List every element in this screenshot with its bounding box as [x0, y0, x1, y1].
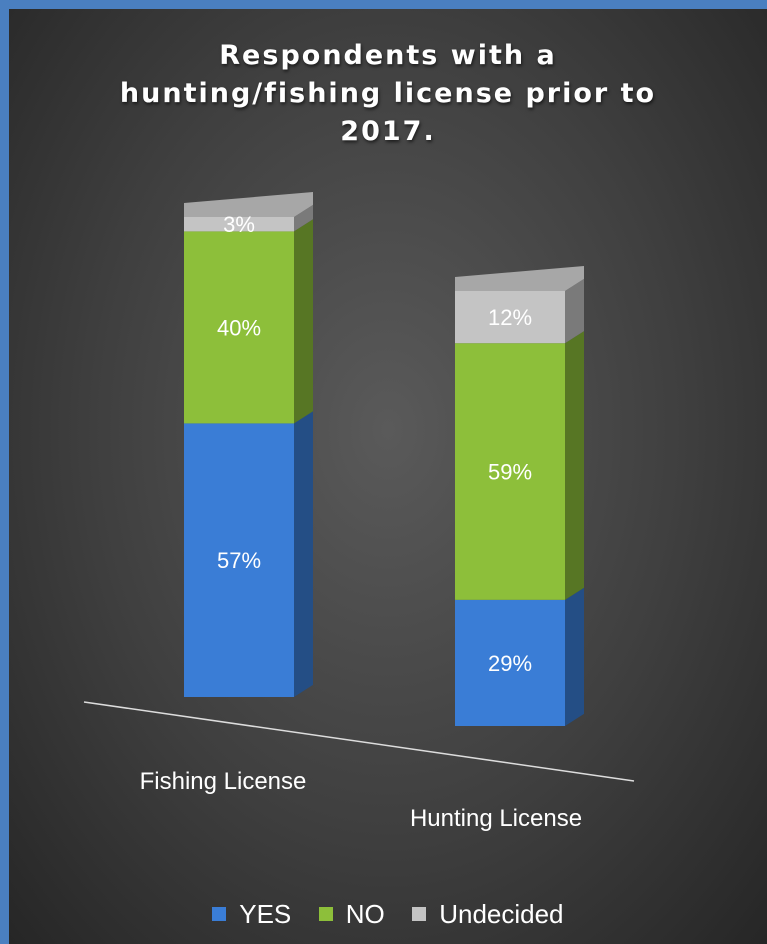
bar-segment-hunting-license-no: [455, 343, 565, 600]
legend-swatch-yes: [212, 907, 227, 922]
bar-segment-fishing-license-undecided: [184, 217, 294, 232]
chart-title-line-1: Respondents with a: [219, 40, 557, 71]
data-label-hunting-license-yes: 29%: [488, 651, 532, 676]
stacked-bar-chart: 57% 40% 3% 29% 59% 12% Fishing License Hunting …: [83, 192, 635, 832]
chart-title-line-2: hunting/fishing license prior to: [119, 78, 657, 109]
bar-segment-fishing-license-no: [184, 231, 294, 424]
chart-legend: YES NO Undecided: [9, 899, 767, 930]
data-label-fishing-license-no: 40%: [217, 315, 261, 340]
floor-line: [83, 701, 635, 782]
legend-label-yes: YES: [239, 899, 292, 929]
data-label-fishing-license-undecided: 3%: [223, 212, 255, 237]
legend-swatch-undecided: [411, 907, 426, 922]
category-label-hunting-license: Hunting License: [410, 805, 582, 832]
bar-segment-fishing-license-yes: [184, 423, 294, 697]
legend-item-undecided: Undecided: [411, 899, 564, 930]
chart-area: Respondents with a hunting/fishing licen…: [9, 9, 767, 944]
data-label-fishing-license-yes: 57%: [217, 548, 261, 573]
category-label-fishing-license: Fishing License: [140, 768, 307, 795]
legend-item-no: NO: [318, 899, 385, 930]
bar-fishing-license: [184, 192, 313, 697]
bar-hunting-license: [455, 266, 584, 726]
bar-side-fishing-license-undecided: [294, 204, 313, 232]
bar-segment-hunting-license-undecided: [455, 291, 565, 344]
chart-title-line-3: 2017.: [340, 116, 436, 147]
chart-title: Respondents with a hunting/fishing licen…: [9, 37, 767, 151]
bar-top-fishing-license: [184, 192, 313, 217]
bar-side-fishing-license-no: [294, 219, 313, 424]
data-label-hunting-license-no: 59%: [488, 460, 532, 485]
bar-segment-hunting-license-yes: [455, 599, 565, 726]
bar-side-hunting-license-yes: [565, 587, 584, 726]
legend-swatch-no: [318, 907, 333, 922]
legend-label-no: NO: [345, 899, 385, 929]
legend-label-undecided: Undecided: [439, 899, 564, 929]
data-label-hunting-license-undecided: 12%: [488, 305, 532, 330]
bar-side-fishing-license-yes: [294, 411, 313, 697]
bar-top-hunting-license: [455, 266, 584, 291]
legend-item-yes: YES: [212, 899, 291, 930]
bar-side-hunting-license-undecided: [565, 278, 584, 344]
bar-side-hunting-license-no: [565, 331, 584, 600]
